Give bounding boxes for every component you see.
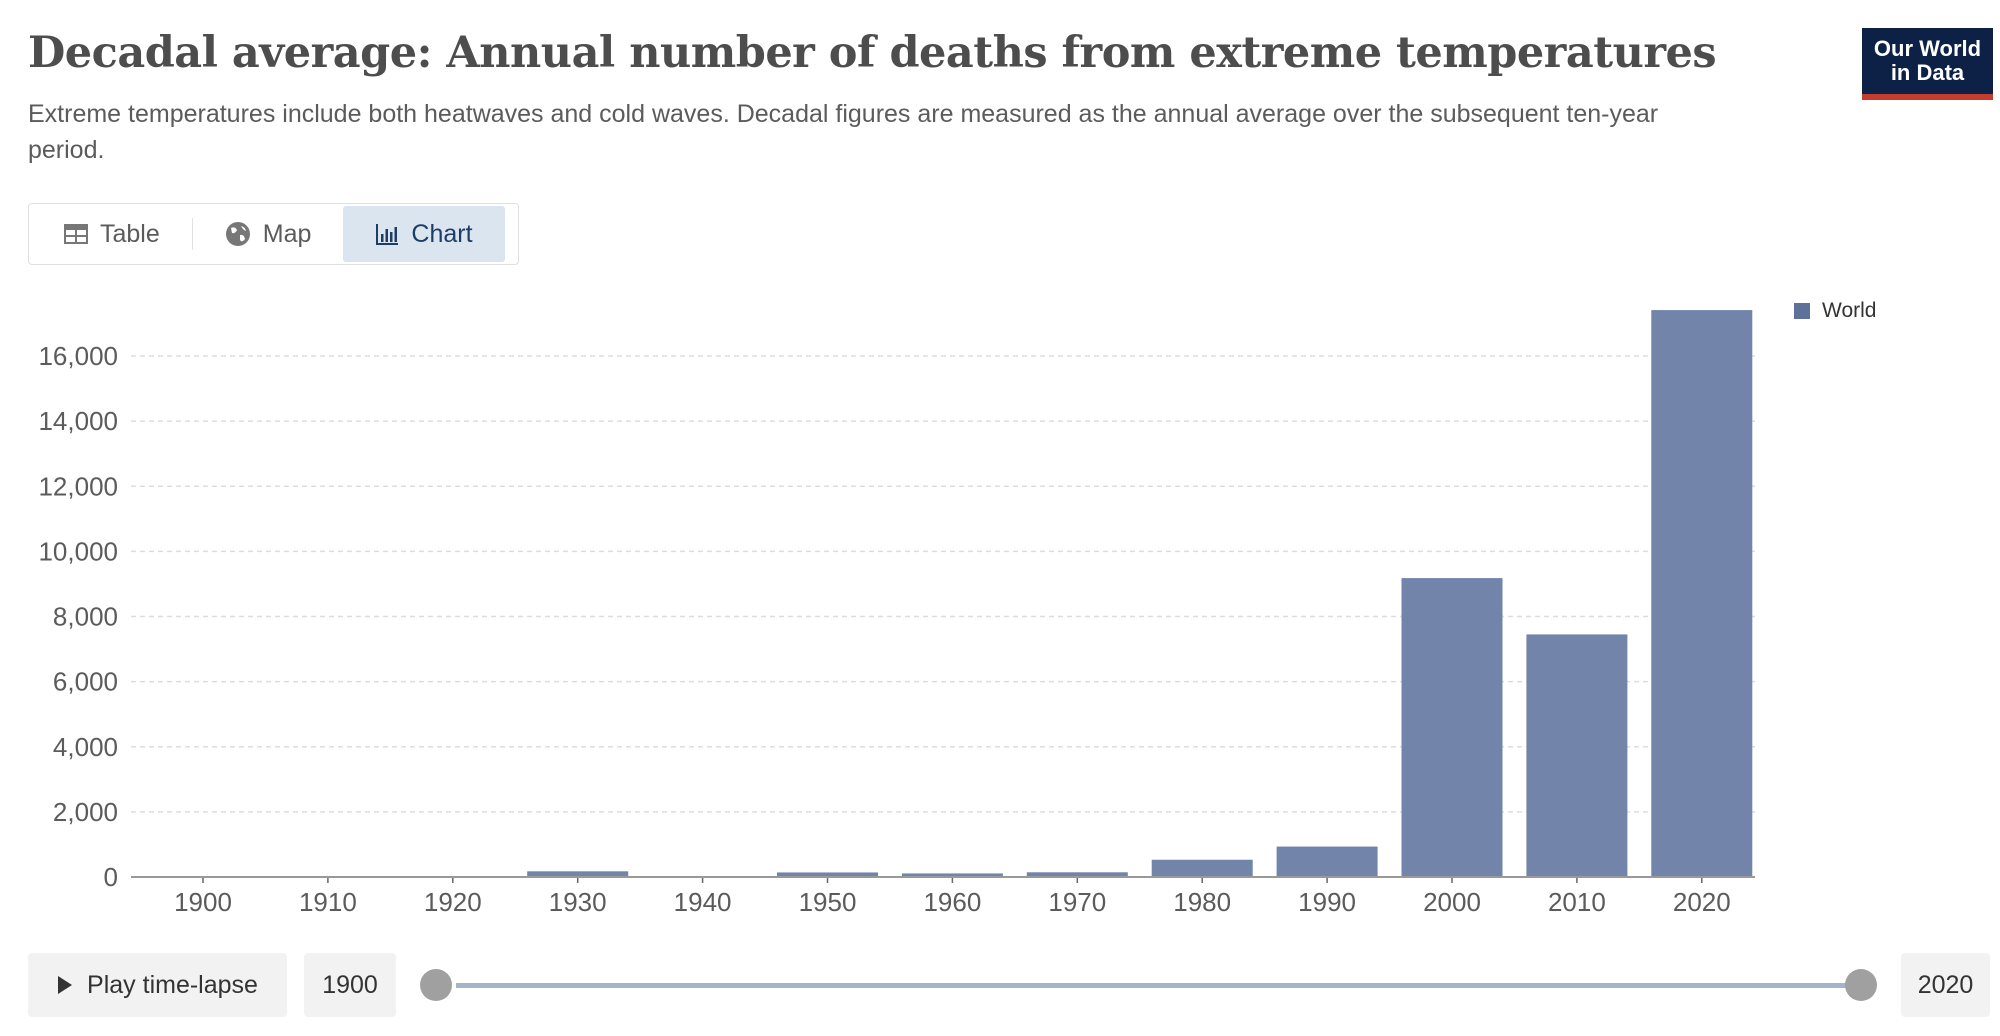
- y-tick-label: 2,000: [53, 797, 118, 827]
- legend-swatch: [1794, 303, 1810, 319]
- tab-chart[interactable]: Chart: [343, 206, 505, 262]
- bar-chart-icon: [376, 224, 399, 245]
- x-tick-label: 2020: [1673, 887, 1731, 917]
- globe-icon: [225, 222, 250, 246]
- play-label: Play time-lapse: [87, 970, 258, 999]
- bar-1930: [527, 871, 629, 877]
- timeline-end-label[interactable]: 2020: [1901, 953, 1990, 1017]
- y-tick-label: 14,000: [38, 406, 118, 436]
- y-tick-label: 4,000: [53, 732, 118, 762]
- play-icon: [58, 976, 73, 994]
- x-tick-label: 1930: [549, 887, 607, 917]
- y-tick-label: 6,000: [53, 667, 118, 697]
- bar-2020: [1651, 310, 1753, 877]
- y-tick-label: 0: [104, 862, 118, 892]
- timeline-end-handle[interactable]: [1845, 969, 1877, 1001]
- tab-label: Table: [100, 219, 160, 248]
- x-tick-label: 1950: [799, 887, 857, 917]
- timeline-start-label[interactable]: 1900: [304, 953, 396, 1017]
- y-tick-label: 8,000: [53, 602, 118, 632]
- y-tick-label: 12,000: [38, 471, 118, 501]
- x-tick-label: 1960: [923, 887, 981, 917]
- tab-label: Chart: [411, 219, 473, 248]
- bar-1950: [777, 872, 878, 877]
- bar-1970: [1026, 872, 1128, 877]
- logo-line2: in Data: [1890, 60, 1965, 85]
- tab-divider: [191, 218, 193, 250]
- logo-line1: Our World: [1873, 36, 1982, 61]
- x-tick-label: 1920: [424, 887, 482, 917]
- bar-2000: [1401, 578, 1503, 877]
- bar-2010: [1526, 634, 1628, 877]
- play-timelapse-button[interactable]: Play time-lapse: [28, 953, 287, 1017]
- bar-1960: [901, 873, 1003, 877]
- tab-label: Map: [262, 219, 312, 248]
- legend: World: [1794, 299, 1876, 323]
- bar-1990: [1276, 846, 1378, 877]
- view-tabs: Table Map Chart: [28, 203, 519, 265]
- x-tick-label: 1970: [1048, 887, 1106, 917]
- owid-logo[interactable]: Our World in Data: [1862, 28, 1993, 100]
- x-tick-label: 1990: [1298, 887, 1356, 917]
- x-tick-label: 1910: [299, 887, 357, 917]
- timeline-track[interactable]: [456, 983, 1851, 988]
- x-tick-label: 1900: [174, 887, 232, 917]
- x-tick-label: 2000: [1423, 887, 1481, 917]
- x-tick-label: 1980: [1173, 887, 1231, 917]
- table-icon: [64, 224, 88, 244]
- chart-title: Decadal average: Annual number of deaths…: [28, 28, 1717, 78]
- y-tick-label: 16,000: [38, 341, 118, 371]
- x-tick-label: 2010: [1548, 887, 1606, 917]
- legend-label: World: [1822, 299, 1877, 322]
- x-tick-label: 1940: [674, 887, 732, 917]
- tab-table[interactable]: Table: [32, 206, 192, 262]
- timeline-start-handle[interactable]: [420, 969, 452, 1001]
- y-tick-label: 10,000: [38, 536, 118, 566]
- bar-1980: [1151, 859, 1253, 877]
- tab-map[interactable]: Map: [193, 206, 344, 262]
- chart-subtitle: Extreme temperatures include both heatwa…: [28, 100, 1659, 164]
- bar-chart: 0 2,000 4,000 6,000 8,000 10,000 12,000 14,000 1…: [38, 310, 1755, 917]
